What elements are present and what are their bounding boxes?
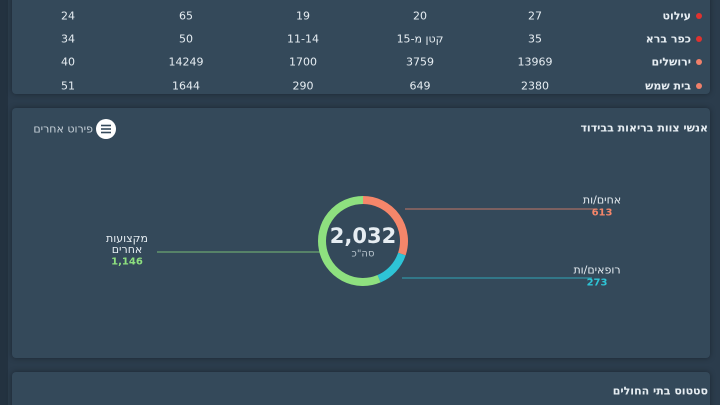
total-value: 2,032 <box>329 224 397 248</box>
cell: 24 <box>61 9 75 23</box>
hospital-panel <box>12 372 710 405</box>
status-dot <box>696 13 702 19</box>
cell: 40 <box>61 55 75 69</box>
status-dot <box>696 83 702 89</box>
total-caption: סה"כ <box>351 248 375 260</box>
donut-segment <box>318 196 381 286</box>
panel-title: סטטוס בתי החולים <box>612 384 708 398</box>
cell: 649 <box>409 79 431 93</box>
cell: 3759 <box>406 55 434 69</box>
other-breakdown-button[interactable]: פירוט אחרים <box>33 122 93 136</box>
panel-title: אנשי צוות בריאות בבידוד <box>580 121 708 135</box>
row-name: עילוט <box>662 9 691 23</box>
cell: 14249 <box>168 55 204 69</box>
cell: 35 <box>528 32 542 46</box>
cell: 19 <box>296 9 310 23</box>
staff-panel <box>12 108 710 358</box>
status-dot <box>696 36 702 42</box>
cell: 290 <box>292 79 314 93</box>
slice-label: רופאים/ות <box>573 263 621 277</box>
row-name: ירושלים <box>651 55 691 69</box>
slice-label: אחים/ות <box>582 193 622 207</box>
table-panel <box>12 0 710 94</box>
cell: 65 <box>179 9 193 23</box>
cell: 2380 <box>521 79 549 93</box>
cell: 1644 <box>172 79 200 93</box>
cell: 13969 <box>517 55 553 69</box>
cell: 34 <box>61 32 75 46</box>
cell: 20 <box>413 9 427 23</box>
slice-value: 613 <box>591 207 613 219</box>
slice-value: 273 <box>586 277 608 289</box>
sidebar-edge <box>0 0 8 405</box>
row-name: כפר ברא <box>645 32 691 46</box>
slice-value: 1,146 <box>111 256 143 268</box>
donut-segment <box>377 252 406 283</box>
slice-label: מקצועות אחרים <box>106 232 148 256</box>
cell: 51 <box>61 79 75 93</box>
cell: 11-14 <box>287 32 319 46</box>
status-dot <box>696 59 702 65</box>
cell: קטן מ-15 <box>396 32 444 46</box>
cell: 50 <box>179 32 193 46</box>
menu-lines <box>101 124 111 134</box>
cell: 1700 <box>289 55 317 69</box>
cell: 27 <box>528 9 542 23</box>
donut-segment <box>362 196 408 256</box>
row-name: בית שמש <box>645 79 691 93</box>
